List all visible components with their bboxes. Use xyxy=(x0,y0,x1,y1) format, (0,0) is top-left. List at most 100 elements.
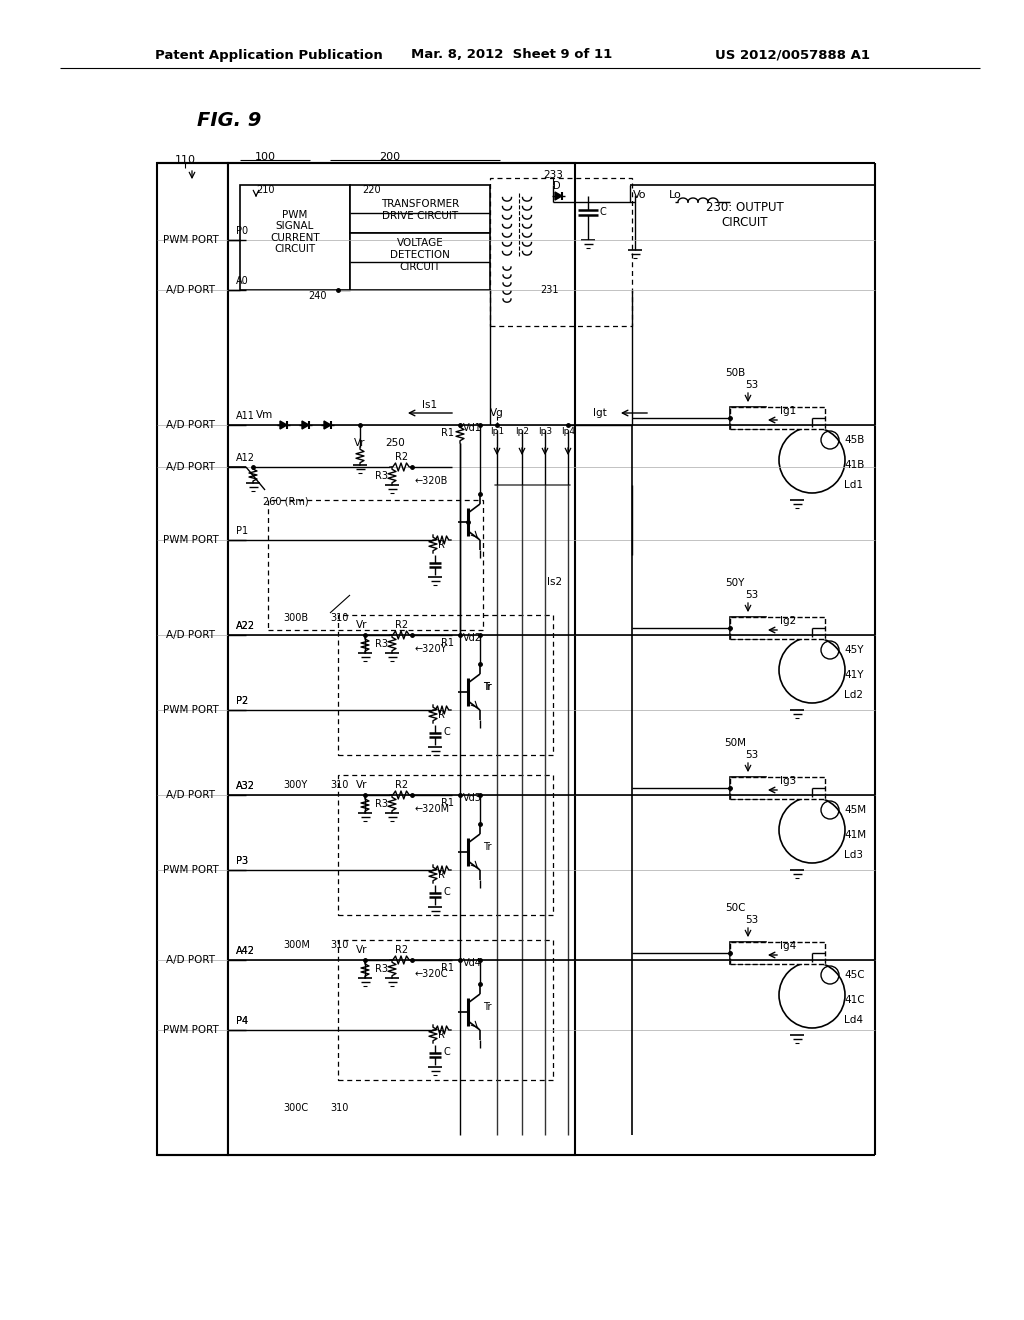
Bar xyxy=(730,777,766,799)
Bar xyxy=(338,940,553,1080)
Text: ←320M: ←320M xyxy=(415,804,451,814)
Text: 45B: 45B xyxy=(844,436,864,445)
Text: Vd3: Vd3 xyxy=(463,793,482,803)
Text: R1: R1 xyxy=(441,638,455,648)
Bar xyxy=(240,185,350,290)
Text: FIG. 9: FIG. 9 xyxy=(197,111,261,129)
Bar xyxy=(730,942,825,964)
Bar xyxy=(730,616,825,639)
Bar xyxy=(730,407,825,429)
Text: 45C: 45C xyxy=(844,970,864,979)
Text: 50Y: 50Y xyxy=(725,578,744,587)
Text: Is1: Is1 xyxy=(423,400,437,411)
Text: 210: 210 xyxy=(256,185,274,195)
Text: Tr: Tr xyxy=(483,842,492,851)
Text: A22: A22 xyxy=(236,620,255,631)
Text: 50C: 50C xyxy=(725,903,745,913)
Text: PWM PORT: PWM PORT xyxy=(163,705,219,715)
Text: A32: A32 xyxy=(236,781,255,791)
Text: Vd4: Vd4 xyxy=(463,958,482,968)
Text: D: D xyxy=(553,181,561,191)
Text: ←320C: ←320C xyxy=(415,969,449,979)
Text: 233: 233 xyxy=(543,170,563,180)
Text: Ld2: Ld2 xyxy=(844,690,863,700)
Text: Vr: Vr xyxy=(354,438,366,447)
Text: P2: P2 xyxy=(236,696,248,706)
Text: Tr: Tr xyxy=(483,682,492,692)
Bar xyxy=(338,775,553,915)
Text: A/D PORT: A/D PORT xyxy=(167,954,215,965)
Polygon shape xyxy=(324,421,331,429)
Polygon shape xyxy=(280,421,287,429)
Text: R3: R3 xyxy=(376,799,388,809)
Text: 53: 53 xyxy=(745,915,759,925)
Text: R3: R3 xyxy=(376,639,388,649)
Text: C: C xyxy=(443,727,450,737)
Text: Is2: Is2 xyxy=(548,577,562,587)
Text: Tr: Tr xyxy=(483,1002,492,1012)
Text: 41M: 41M xyxy=(844,830,866,840)
Text: A/D PORT: A/D PORT xyxy=(167,462,215,473)
Text: Vr: Vr xyxy=(356,620,368,630)
Text: 41Y: 41Y xyxy=(844,671,863,680)
Text: 240: 240 xyxy=(308,290,327,301)
Text: R: R xyxy=(437,870,444,880)
Text: 310: 310 xyxy=(330,780,348,789)
Bar xyxy=(338,615,553,755)
Text: Ld3: Ld3 xyxy=(844,850,863,861)
Polygon shape xyxy=(555,191,562,201)
Text: VOLTAGE
DETECTION
CIRCUIT: VOLTAGE DETECTION CIRCUIT xyxy=(390,239,450,272)
Text: A/D PORT: A/D PORT xyxy=(167,630,215,640)
Text: Vd2: Vd2 xyxy=(463,634,482,643)
Text: 41C: 41C xyxy=(844,995,864,1005)
Text: Ig3: Ig3 xyxy=(780,776,797,785)
Text: R: R xyxy=(437,540,444,550)
Text: Ip4: Ip4 xyxy=(561,428,575,437)
Text: Ig2: Ig2 xyxy=(780,616,797,626)
Text: P4: P4 xyxy=(236,1016,248,1026)
Text: Vr: Vr xyxy=(356,945,368,954)
Polygon shape xyxy=(302,421,309,429)
Text: Ig1: Ig1 xyxy=(780,407,797,416)
Text: 45Y: 45Y xyxy=(844,645,863,655)
Text: A12: A12 xyxy=(236,453,255,463)
Text: 41B: 41B xyxy=(844,459,864,470)
Text: 45M: 45M xyxy=(844,805,866,814)
Text: 300C: 300C xyxy=(283,1104,308,1113)
Text: 300Y: 300Y xyxy=(283,780,307,789)
Text: PWM PORT: PWM PORT xyxy=(163,865,219,875)
Bar xyxy=(490,178,632,326)
Text: 300M: 300M xyxy=(283,940,310,950)
Bar xyxy=(157,162,228,1155)
Text: 310: 310 xyxy=(330,612,348,623)
Text: Ip1: Ip1 xyxy=(489,428,504,437)
Text: PWM PORT: PWM PORT xyxy=(163,235,219,246)
Text: PWM
SIGNAL
CURRENT
CIRCUIT: PWM SIGNAL CURRENT CIRCUIT xyxy=(270,210,319,255)
Text: P3: P3 xyxy=(236,855,248,866)
Text: R: R xyxy=(437,1030,444,1040)
Text: A32: A32 xyxy=(236,781,255,791)
Text: ←320Y: ←320Y xyxy=(415,644,447,653)
Text: R2: R2 xyxy=(395,620,409,630)
Text: Ip2: Ip2 xyxy=(515,428,529,437)
Text: PWM PORT: PWM PORT xyxy=(163,535,219,545)
Text: R1: R1 xyxy=(441,964,455,973)
Text: R1: R1 xyxy=(441,799,455,808)
Text: 231: 231 xyxy=(540,285,558,294)
Text: 260 (Rm): 260 (Rm) xyxy=(263,498,308,507)
Text: A0: A0 xyxy=(236,276,249,286)
Text: 100: 100 xyxy=(255,152,275,162)
Text: PWM PORT: PWM PORT xyxy=(163,1026,219,1035)
Text: C: C xyxy=(443,1047,450,1057)
Text: 310: 310 xyxy=(330,940,348,950)
Text: P4: P4 xyxy=(236,1016,248,1026)
Text: 200: 200 xyxy=(380,152,400,162)
Bar xyxy=(730,616,766,639)
Text: 50B: 50B xyxy=(725,368,745,378)
Text: 53: 53 xyxy=(745,750,759,760)
Text: A22: A22 xyxy=(236,620,255,631)
Text: A/D PORT: A/D PORT xyxy=(167,789,215,800)
Bar xyxy=(350,185,490,234)
Text: 310: 310 xyxy=(330,1104,348,1113)
Text: R2: R2 xyxy=(395,451,409,462)
